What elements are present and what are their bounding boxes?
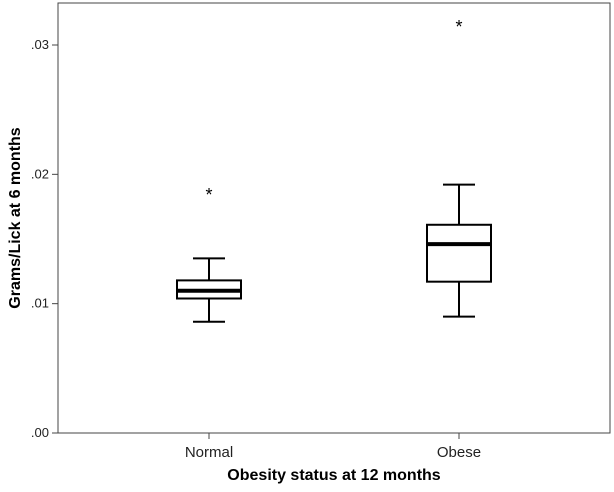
box-normal: * xyxy=(176,185,242,323)
y-tick-label: .03 xyxy=(31,37,49,52)
y-tick-label: .00 xyxy=(31,425,49,440)
x-category-label: Obese xyxy=(437,444,481,461)
outlier-marker: * xyxy=(205,185,212,205)
y-axis-ticks: .00 .01 .02 .03 xyxy=(31,37,58,440)
y-axis-title: Grams/Lick at 6 months xyxy=(7,127,24,308)
x-axis-categories: Normal Obese xyxy=(185,433,481,461)
box-series: ** xyxy=(176,17,492,323)
outlier-marker: * xyxy=(455,17,462,37)
y-tick-label: .01 xyxy=(31,296,49,311)
x-axis-title: Obesity status at 12 months xyxy=(227,467,440,484)
plot-frame xyxy=(57,2,611,434)
y-tick-label: .02 xyxy=(31,166,49,181)
box-obese: * xyxy=(426,17,492,318)
x-category-label: Normal xyxy=(185,444,233,461)
iqr-box xyxy=(426,223,492,283)
